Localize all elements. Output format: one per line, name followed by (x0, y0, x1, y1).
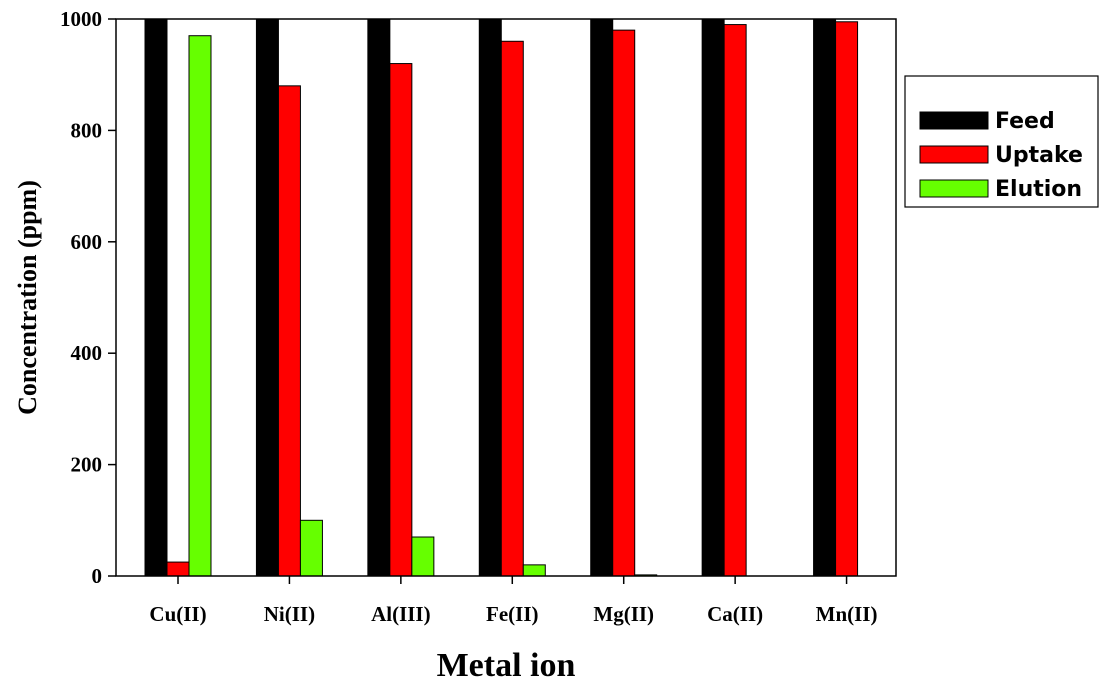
bar-uptake-3 (500, 40, 524, 577)
legend-swatch-uptake (919, 145, 989, 164)
y-axis: 0 200 400 600 800 1000 (60, 7, 116, 588)
bar-uptake-0 (166, 561, 190, 577)
y-axis-title: Concentration (ppm) (13, 180, 42, 415)
legend-swatch-feed (919, 111, 989, 130)
x-tick-label: Mg(II) (593, 602, 654, 626)
bar-uptake-6 (835, 21, 859, 577)
bar-uptake-1 (277, 85, 301, 577)
legend-label-elution: Elution (995, 177, 1082, 202)
legend: Feed Uptake Elution (904, 75, 1099, 208)
y-tick-label: 400 (71, 341, 103, 365)
legend-label-uptake: Uptake (995, 143, 1083, 168)
x-tick-label: Cu(II) (149, 602, 206, 626)
legend-swatch-elution (919, 179, 989, 198)
x-tick-label: Al(III) (371, 602, 431, 626)
y-tick-label: 1000 (60, 7, 102, 31)
y-tick-label: 0 (92, 564, 103, 588)
x-tick-label: Fe(II) (486, 602, 538, 626)
x-axis-title: Metal ion (437, 647, 576, 684)
bar-uptake-5 (723, 24, 747, 577)
bar-elution-0 (188, 35, 212, 577)
bar-feed-4 (590, 18, 614, 577)
legend-label-feed: Feed (995, 109, 1055, 134)
x-tick-label: Mn(II) (816, 602, 878, 626)
plot-frame (115, 18, 897, 577)
x-tick-label: Ni(II) (264, 602, 315, 626)
bars-layer (144, 18, 859, 577)
bar-elution-2 (411, 536, 435, 577)
bar-feed-5 (701, 18, 725, 577)
bar-elution-1 (299, 519, 323, 577)
y-tick-label: 600 (71, 230, 103, 254)
x-axis: Cu(II) Ni(II) Al(III) Fe(II) Mg(II) Ca(II) Mn(… (149, 576, 877, 626)
bar-feed-0 (144, 18, 168, 577)
x-tick-label: Ca(II) (707, 602, 763, 626)
bar-feed-2 (367, 18, 391, 577)
y-tick-label: 800 (71, 118, 103, 142)
bar-feed-3 (478, 18, 502, 577)
bar-elution-3 (522, 564, 546, 577)
bar-uptake-4 (612, 29, 636, 577)
bar-feed-6 (813, 18, 837, 577)
bar-feed-1 (255, 18, 279, 577)
bar-uptake-2 (389, 63, 413, 577)
y-tick-label: 200 (71, 453, 103, 477)
